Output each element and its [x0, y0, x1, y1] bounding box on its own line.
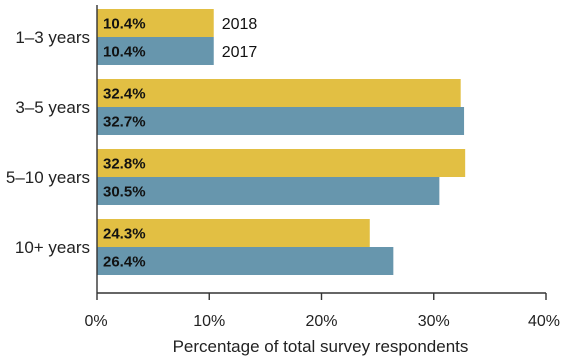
labels-layer: 10.4% 2018 10.4% 2017 1–3 years 32.4% 32.7% 3–5…	[6, 16, 258, 271]
data-label-2018-3: 24.3%	[103, 226, 146, 243]
x-tick-label-4: 40%	[528, 313, 560, 330]
category-label-0: 1–3 years	[15, 28, 90, 47]
bar-2017-2	[97, 177, 440, 205]
bar-2017-1	[97, 107, 465, 135]
legend-2018: 2018	[222, 16, 258, 33]
data-label-2017-2: 30.5%	[103, 184, 146, 201]
data-label-2017-1: 32.7%	[103, 114, 146, 131]
bar-2018-2	[97, 149, 466, 177]
data-label-2018-2: 32.8%	[103, 156, 146, 173]
data-label-2017-3: 26.4%	[103, 254, 146, 271]
x-tick-label-1: 10%	[193, 313, 225, 330]
bar-2018-3	[97, 219, 370, 247]
data-label-2017-0: 10.4%	[103, 44, 146, 61]
category-label-1: 3–5 years	[15, 98, 90, 117]
bar-2018-1	[97, 79, 461, 107]
data-label-2018-1: 32.4%	[103, 86, 146, 103]
x-tick-label-2: 20%	[305, 313, 337, 330]
x-axis: 0% 10% 20% 30% 40%	[84, 5, 560, 330]
legend-2017: 2017	[222, 44, 258, 61]
x-tick-label-0: 0%	[84, 313, 107, 330]
bar-2018-0	[97, 9, 214, 37]
bar-2017-0	[97, 37, 214, 65]
category-label-3: 10+ years	[15, 238, 90, 257]
x-axis-title: Percentage of total survey respondents	[173, 337, 469, 356]
category-label-2: 5–10 years	[6, 168, 90, 187]
x-tick-label-3: 30%	[418, 313, 450, 330]
bars-layer	[97, 9, 466, 275]
data-label-2018-0: 10.4%	[103, 16, 146, 33]
bar-2017-3	[97, 247, 394, 275]
